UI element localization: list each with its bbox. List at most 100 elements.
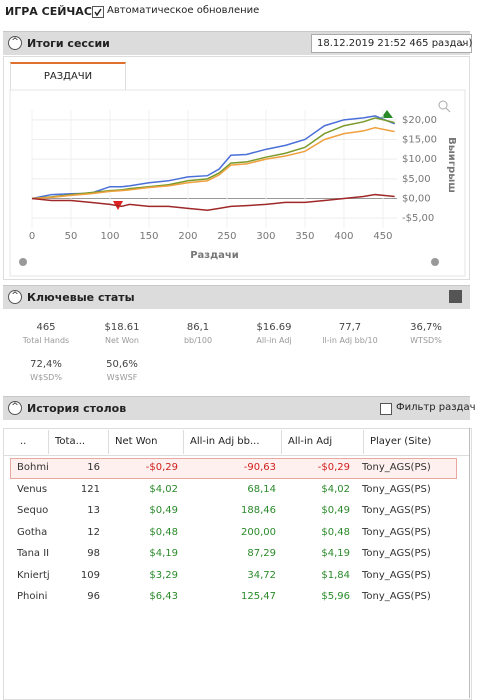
table-cell: 98 (87, 548, 100, 559)
stat-label: Net Won (105, 336, 139, 345)
series-line (31, 193, 395, 212)
table-cell: $3,29 (149, 569, 178, 581)
table-cell: -$0,29 (317, 462, 350, 473)
session-title: Итоги сессии (27, 37, 110, 50)
x-tick-label: 400 (334, 231, 353, 242)
table-cell: Tony_AGS(PS) (362, 569, 431, 581)
history-title: История столов (27, 402, 127, 415)
table-cell: 68,14 (247, 483, 276, 495)
stat-label: All-in Adj (256, 336, 292, 345)
y-tick-label: $0,00 (402, 194, 431, 205)
stat-label: bb/100 (183, 336, 213, 345)
x-tick-label: 300 (256, 231, 275, 242)
table-cell: Tana II (17, 548, 50, 559)
table-cell: Gotha (17, 526, 48, 538)
layout-icon[interactable] (449, 290, 462, 303)
zoom-icon-handle (445, 107, 451, 113)
stats-title: Ключевые статы (27, 291, 135, 304)
dropdown-text: 18.12.2019 21:52 465 раздач) (317, 38, 473, 49)
selected-row (10, 458, 457, 479)
x-tick-label: 150 (139, 231, 158, 242)
stat-label: W$WSF (106, 373, 138, 382)
table-cell: 109 (80, 569, 100, 581)
table-cell: $0,49 (149, 505, 178, 516)
table-cell: -$0,29 (145, 462, 178, 473)
filter-checkbox[interactable] (380, 403, 392, 415)
column-header: Tota... (55, 436, 86, 447)
session-dropdown[interactable]: 18.12.2019 21:52 465 раздач) ⌄ (311, 34, 472, 53)
table-cell: Tony_AGS(PS) (362, 526, 431, 538)
zoom-icon[interactable] (438, 100, 448, 110)
session-header[interactable]: ^ Итоги сессии 18.12.2019 21:52 465 разда… (3, 31, 472, 55)
series-line (31, 115, 395, 200)
series-line (31, 126, 395, 200)
column-divider (108, 430, 109, 454)
column-header: Player (Site) (370, 436, 432, 447)
table-cell: -90,63 (243, 462, 276, 473)
max-marker (381, 110, 393, 118)
chart-frame (9, 89, 466, 277)
table-cell: $6,43 (149, 591, 178, 602)
history-header[interactable]: ^ История столов Фильтр раздач (3, 396, 476, 420)
table-cell: Tony_AGS(PS) (362, 505, 431, 516)
x-tick-label: 350 (295, 231, 314, 242)
column-header: Net Won (115, 436, 158, 447)
table-cell: 87,29 (247, 548, 276, 559)
table-cell: $0,48 (321, 526, 350, 538)
y-tick-label: $5,00 (402, 174, 431, 185)
stat-label: WTSD% (410, 336, 442, 345)
table-cell: 121 (80, 483, 100, 495)
stat-value: 465 (36, 322, 56, 333)
stat-label: Total Hands (22, 336, 70, 345)
table-cell: Kniertj (17, 569, 50, 581)
y-tick-label: $20,00 (402, 115, 437, 126)
hands-tab[interactable]: РАЗДАЧИ (10, 62, 126, 90)
settings-icon[interactable] (19, 258, 27, 266)
table-cell: $0,49 (321, 505, 350, 516)
x-axis-label: Раздачи (190, 250, 239, 261)
info-icon[interactable] (431, 258, 439, 266)
table-cell: $5,96 (321, 591, 350, 602)
x-tick-label: 100 (100, 231, 119, 242)
x-tick-label: 50 (65, 231, 78, 242)
stat-value: $16.69 (256, 322, 292, 333)
header-line (4, 455, 469, 456)
stat-value: 72,4% (30, 359, 62, 370)
table-cell: $0,48 (149, 526, 178, 538)
table-cell: Bohmi (17, 462, 49, 473)
column-divider (48, 430, 49, 454)
x-tick-label: 450 (373, 231, 392, 242)
column-divider (281, 430, 282, 454)
table-cell: 96 (87, 591, 100, 602)
series-line (31, 117, 395, 200)
x-tick-label: 200 (178, 231, 197, 242)
auto-update-label: Автоматическое обновление (107, 5, 260, 16)
stat-label: ll-in Adj bb/10 (322, 336, 378, 345)
column-header: All-in Adj (288, 436, 333, 447)
table-cell: 200,00 (241, 526, 276, 538)
table-cell: Phoini (17, 591, 48, 602)
table-cell: $4,02 (149, 483, 178, 495)
stat-value: 36,7% (410, 322, 442, 333)
collapse-icon[interactable]: ^ (8, 401, 22, 415)
column-header: .. (20, 436, 27, 447)
collapse-icon[interactable]: ^ (8, 290, 22, 304)
table-cell: Tony_AGS(PS) (362, 591, 431, 602)
table-cell: $4,02 (321, 483, 350, 495)
filter-label: Фильтр раздач (396, 402, 476, 413)
auto-update-checkbox[interactable] (92, 6, 104, 18)
table-cell: Venus (17, 483, 48, 495)
table-cell: 13 (87, 505, 100, 516)
column-divider (183, 430, 184, 454)
column-header: All-in Adj bb... (190, 436, 260, 447)
table-cell: 16 (87, 462, 100, 473)
table-cell: 34,72 (247, 569, 276, 581)
stats-header[interactable]: ^ Ключевые статы (3, 285, 470, 309)
table-cell: Tony_AGS(PS) (362, 462, 431, 473)
y-tick-label: $10,00 (402, 154, 437, 165)
collapse-icon[interactable]: ^ (8, 36, 22, 50)
table-cell: $4,19 (149, 548, 178, 559)
stat-value: $18.61 (104, 322, 140, 333)
x-tick-label: 250 (217, 231, 236, 242)
